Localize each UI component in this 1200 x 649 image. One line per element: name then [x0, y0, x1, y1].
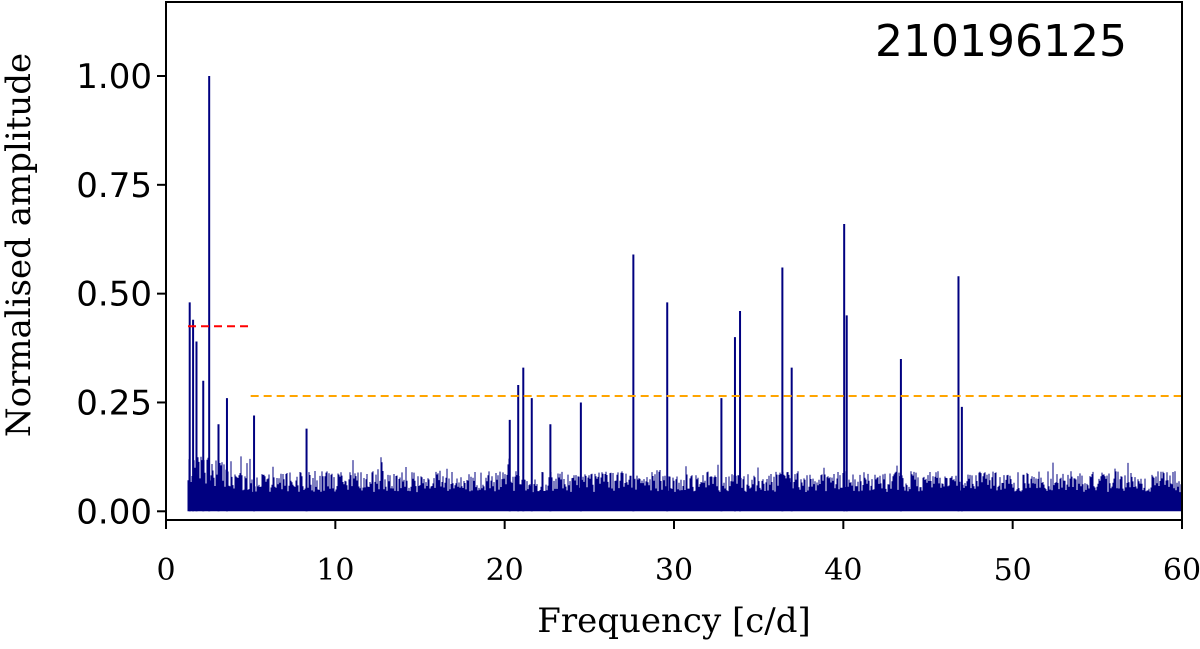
- x-tick-label: 60: [1163, 553, 1200, 588]
- x-axis-label: Frequency [c/d]: [537, 601, 811, 641]
- y-tick-label: 0.25: [76, 383, 152, 423]
- star-id-annotation: 210196125: [875, 16, 1127, 67]
- y-tick-label: 0.00: [76, 492, 152, 532]
- y-axis-label: Normalised amplitude: [0, 53, 39, 437]
- y-tick-label: 0.75: [76, 166, 152, 206]
- x-tick-label: 30: [655, 553, 693, 588]
- x-tick-label: 50: [994, 553, 1032, 588]
- x-tick-label: 40: [824, 553, 862, 588]
- plot-frame: [165, 1, 1183, 521]
- x-tick-label: 0: [156, 553, 175, 588]
- ticks-layer: 0.00 0.25 0.50 0.75 1.00 0 10 20 30 40 50 60: [76, 57, 1200, 588]
- x-tick-label: 10: [316, 553, 354, 588]
- threshold-layer: [188, 325, 1182, 397]
- periodogram-noise: [187, 456, 1183, 512]
- spectrum-layer: [187, 76, 1183, 512]
- y-tick-label: 0.50: [76, 275, 152, 315]
- y-tick-label: 1.00: [76, 57, 152, 97]
- x-tick-label: 20: [486, 553, 524, 588]
